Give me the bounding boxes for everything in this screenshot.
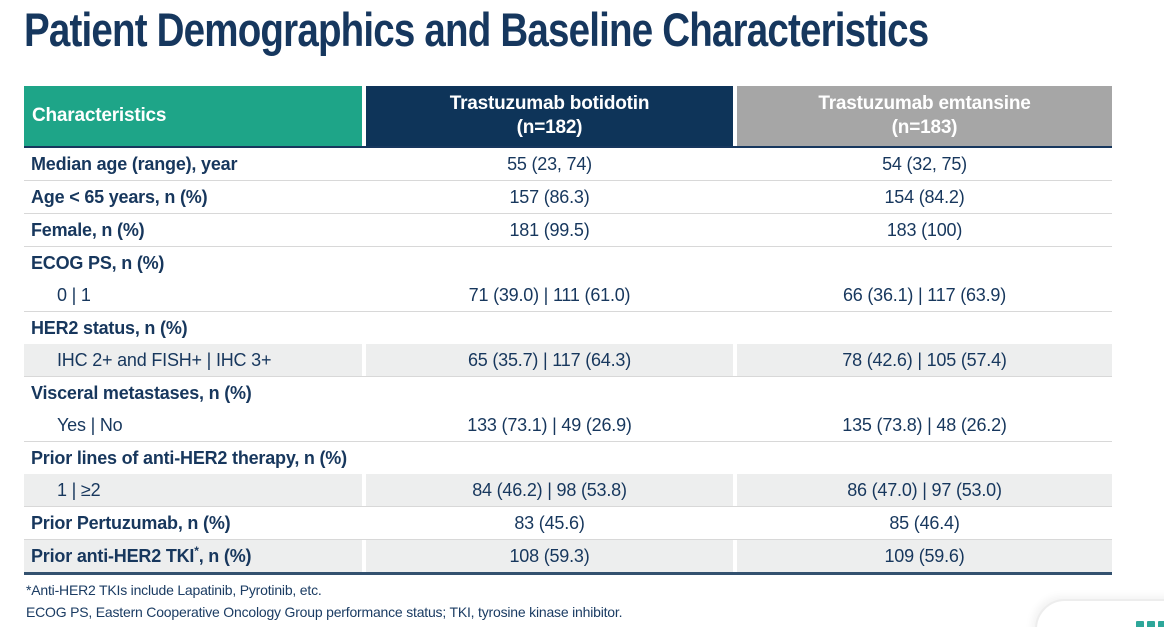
- table-row: ECOG PS, n (%): [24, 247, 1112, 279]
- row-value-emtansine: [737, 442, 1112, 474]
- table-row: Median age (range), year 55 (23, 74) 54 …: [24, 148, 1112, 181]
- row-label: Prior anti-HER2 TKI *, n (%): [24, 540, 362, 572]
- table-row: Yes | No 133 (73.1) | 49 (26.9) 135 (73.…: [24, 409, 1112, 442]
- row-label: Median age (range), year: [24, 148, 362, 180]
- table-row: HER2 status, n (%): [24, 312, 1112, 344]
- row-value-emtansine: [737, 312, 1112, 344]
- row-label-text: Prior Pertuzumab, n (%): [31, 512, 231, 533]
- demographics-table: Characteristics Trastuzumab botidotin (n…: [24, 86, 1112, 575]
- header-cell-characteristics: Characteristics: [24, 86, 362, 146]
- row-value-emtansine: 54 (32, 75): [882, 153, 967, 174]
- row-label: Visceral metastases, n (%): [24, 377, 362, 409]
- row-label: 1 | ≥2: [24, 474, 362, 506]
- page-number-fragment: [1136, 621, 1144, 627]
- row-label: HER2 status, n (%): [24, 312, 362, 344]
- table-row: IHC 2+ and FISH+ | IHC 3+ 65 (35.7) | 11…: [24, 344, 1112, 377]
- row-label: Age < 65 years, n (%): [24, 181, 362, 213]
- row-value-emtansine: [737, 247, 1112, 279]
- row-value-botidotin: 71 (39.0) | 111 (61.0): [468, 284, 631, 305]
- row-value-botidotin: 65 (35.7) | 117 (64.3): [366, 344, 733, 376]
- row-value-emtansine: 154 (84.2): [884, 186, 965, 207]
- row-value-emtansine: [737, 377, 1112, 409]
- header-label: Trastuzumab botidotin: [449, 93, 650, 115]
- row-label-text: Visceral metastases, n (%): [31, 382, 252, 403]
- page-number-fragment: [1158, 621, 1164, 627]
- row-value-botidotin: 133 (73.1) | 49 (26.9): [467, 414, 632, 435]
- page-number-fragment: [1147, 621, 1155, 627]
- header-sublabel: (n=182): [516, 117, 583, 138]
- row-label-text: Female, n (%): [31, 219, 145, 240]
- row-label-text: 0 | 1: [57, 284, 91, 305]
- row-value-botidotin: 108 (59.3): [366, 540, 733, 572]
- table-row: Prior lines of anti-HER2 therapy, n (%): [24, 442, 1112, 474]
- row-value-botidotin: 84 (46.2) | 98 (53.8): [366, 474, 733, 506]
- row-label: Female, n (%): [24, 214, 362, 246]
- row-label-text: Yes | No: [57, 414, 123, 435]
- row-label-text: Age < 65 years, n (%): [31, 186, 208, 207]
- header-label: Trastuzumab emtansine: [818, 93, 1031, 115]
- header-sublabel: (n=183): [891, 117, 958, 138]
- row-label-text: 1 | ≥2: [57, 479, 101, 500]
- header-label: Characteristics: [32, 105, 167, 127]
- footnote-abbreviations: ECOG PS, Eastern Cooperative Oncology Gr…: [26, 604, 623, 620]
- row-label: Prior Pertuzumab, n (%): [24, 507, 362, 539]
- row-value-emtansine: 78 (42.6) | 105 (57.4): [737, 344, 1112, 376]
- footnote-tki: *Anti-HER2 TKIs include Lapatinib, Pyrot…: [26, 582, 322, 598]
- row-label: Prior lines of anti-HER2 therapy, n (%): [24, 442, 362, 474]
- row-value-emtansine: 85 (46.4): [889, 512, 960, 533]
- table-header-row: Characteristics Trastuzumab botidotin (n…: [24, 86, 1112, 148]
- table-row: 1 | ≥2 84 (46.2) | 98 (53.8) 86 (47.0) |…: [24, 474, 1112, 507]
- table-row: 0 | 1 71 (39.0) | 111 (61.0) 66 (36.1) |…: [24, 279, 1112, 312]
- row-value-botidotin: [366, 377, 733, 409]
- row-value-botidotin: 157 (86.3): [509, 186, 590, 207]
- row-label-text: Prior anti-HER2 TKI: [31, 545, 195, 566]
- row-label-text: ECOG PS, n (%): [31, 252, 165, 273]
- table-row: Female, n (%) 181 (99.5) 183 (100): [24, 214, 1112, 247]
- row-value-botidotin: [366, 312, 733, 344]
- table-row: Age < 65 years, n (%) 157 (86.3) 154 (84…: [24, 181, 1112, 214]
- row-label-text: HER2 status, n (%): [31, 317, 188, 338]
- header-cell-botidotin: Trastuzumab botidotin (n=182): [366, 86, 733, 146]
- row-label: 0 | 1: [24, 279, 362, 311]
- footnotes: *Anti-HER2 TKIs include Lapatinib, Pyrot…: [26, 579, 622, 623]
- row-label-suffix: , n (%): [198, 545, 252, 566]
- row-label-text: Prior lines of anti-HER2 therapy, n (%): [31, 447, 347, 468]
- table-body: Median age (range), year 55 (23, 74) 54 …: [24, 148, 1112, 575]
- row-value-emtansine: 86 (47.0) | 97 (53.0): [737, 474, 1112, 506]
- row-value-emtansine: 135 (73.8) | 48 (26.2): [842, 414, 1007, 435]
- row-value-emtansine: 183 (100): [886, 219, 963, 240]
- row-label: IHC 2+ and FISH+ | IHC 3+: [24, 344, 362, 376]
- row-value-botidotin: 55 (23, 74): [507, 153, 592, 174]
- row-label-text: Median age (range), year: [31, 153, 238, 174]
- table-row: Visceral metastases, n (%): [24, 377, 1112, 409]
- row-value-botidotin: 181 (99.5): [509, 219, 590, 240]
- table-row: Prior anti-HER2 TKI *, n (%) 108 (59.3) 1…: [24, 540, 1112, 572]
- row-label: ECOG PS, n (%): [24, 247, 362, 279]
- row-value-botidotin: 83 (45.6): [514, 512, 585, 533]
- page-number-clipped: [1136, 621, 1164, 627]
- row-label: Yes | No: [24, 409, 362, 441]
- row-value-emtansine: 109 (59.6): [737, 540, 1112, 572]
- header-cell-emtansine: Trastuzumab emtansine (n=183): [737, 86, 1112, 146]
- row-value-emtansine: 66 (36.1) | 117 (63.9): [842, 284, 1007, 305]
- row-value-botidotin: [366, 442, 733, 474]
- page-title: Patient Demographics and Baseline Charac…: [24, 3, 929, 56]
- table-row: Prior Pertuzumab, n (%) 83 (45.6) 85 (46…: [24, 507, 1112, 540]
- row-label-text: IHC 2+ and FISH+ | IHC 3+: [57, 349, 272, 370]
- row-value-botidotin: [366, 247, 733, 279]
